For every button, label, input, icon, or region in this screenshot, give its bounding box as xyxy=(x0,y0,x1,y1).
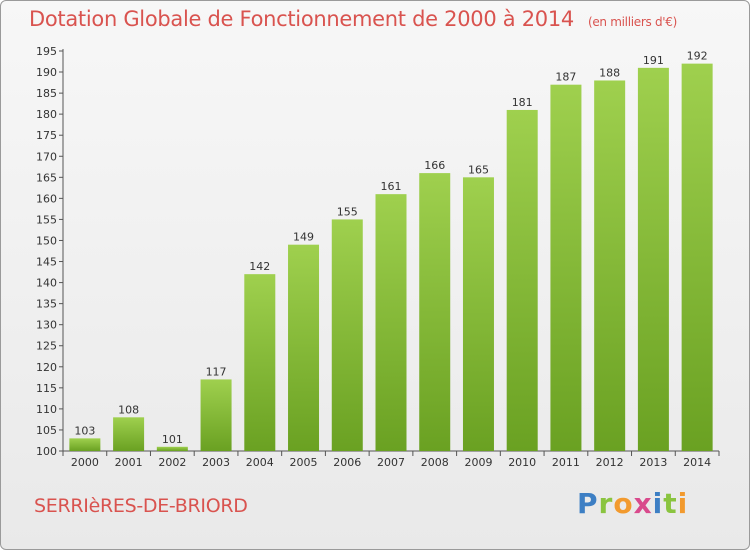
bar xyxy=(288,244,320,451)
x-tick-label: 2000 xyxy=(71,456,99,469)
y-tick-label: 130 xyxy=(36,319,57,332)
bar xyxy=(550,84,582,452)
y-tick-label: 180 xyxy=(36,108,57,121)
x-tick-label: 2013 xyxy=(639,456,667,469)
x-tick-label: 2005 xyxy=(290,456,318,469)
bar xyxy=(506,109,538,452)
bar xyxy=(113,417,145,451)
bar-value-label: 103 xyxy=(74,424,95,437)
x-tick-label: 2003 xyxy=(202,456,230,469)
bar-value-label: 192 xyxy=(687,50,708,63)
city-name: SERRIèRES-DE-BRIORD xyxy=(34,495,248,517)
bar-value-label: 181 xyxy=(512,96,533,109)
x-tick-label: 2011 xyxy=(552,456,580,469)
x-tick-label: 2009 xyxy=(464,456,492,469)
y-tick-label: 145 xyxy=(36,256,57,269)
bar-value-label: 117 xyxy=(206,365,227,378)
bar-value-label: 155 xyxy=(337,205,358,218)
y-tick-label: 165 xyxy=(36,171,57,184)
bar-value-label: 187 xyxy=(555,71,576,84)
bar xyxy=(244,274,276,451)
bar xyxy=(156,446,188,451)
x-tick-label: 2008 xyxy=(421,456,449,469)
bar-value-label: 149 xyxy=(293,231,314,244)
bar xyxy=(331,219,363,451)
y-tick-label: 195 xyxy=(36,45,57,58)
bar-value-label: 191 xyxy=(643,54,664,67)
x-tick-label: 2006 xyxy=(333,456,361,469)
y-tick-label: 135 xyxy=(36,298,57,311)
x-tick-label: 2010 xyxy=(508,456,536,469)
y-tick-label: 115 xyxy=(36,382,57,395)
bar xyxy=(637,67,669,451)
x-tick-label: 2001 xyxy=(115,456,143,469)
bar-value-label: 165 xyxy=(468,163,489,176)
bar-value-label: 108 xyxy=(118,403,139,416)
bar xyxy=(419,173,451,451)
y-tick-label: 170 xyxy=(36,150,57,163)
x-tick-label: 2004 xyxy=(246,456,274,469)
chart-title: Dotation Globale de Fonctionnement de 20… xyxy=(29,7,677,31)
y-tick-label: 155 xyxy=(36,213,57,226)
chart-unit: (en milliers d'€) xyxy=(587,15,677,29)
x-tick-label: 2014 xyxy=(683,456,711,469)
y-tick-label: 120 xyxy=(36,361,57,374)
y-tick-label: 190 xyxy=(36,66,57,79)
bar xyxy=(594,80,626,451)
x-tick-label: 2002 xyxy=(158,456,186,469)
bar-value-label: 101 xyxy=(162,433,183,446)
bar xyxy=(375,194,407,451)
chart-title-text: Dotation Globale de Fonctionnement de 20… xyxy=(29,7,574,31)
bar xyxy=(681,63,713,451)
bar-value-label: 188 xyxy=(599,66,620,79)
y-tick-label: 160 xyxy=(36,192,57,205)
y-tick-label: 150 xyxy=(36,234,57,247)
y-tick-label: 175 xyxy=(36,129,57,142)
y-tick-label: 125 xyxy=(36,340,57,353)
bar-value-label: 142 xyxy=(249,260,270,273)
y-tick-label: 185 xyxy=(36,87,57,100)
bar xyxy=(69,438,101,451)
y-tick-label: 140 xyxy=(36,277,57,290)
bar-value-label: 161 xyxy=(381,180,402,193)
x-tick-label: 2012 xyxy=(596,456,624,469)
bar xyxy=(200,379,232,451)
bar-value-label: 166 xyxy=(424,159,445,172)
y-tick-label: 100 xyxy=(36,445,57,458)
y-tick-label: 110 xyxy=(36,403,57,416)
x-tick-label: 2007 xyxy=(377,456,405,469)
bar xyxy=(462,177,494,451)
y-tick-label: 105 xyxy=(36,424,57,437)
proxiti-logo: Proxiti xyxy=(577,487,689,520)
